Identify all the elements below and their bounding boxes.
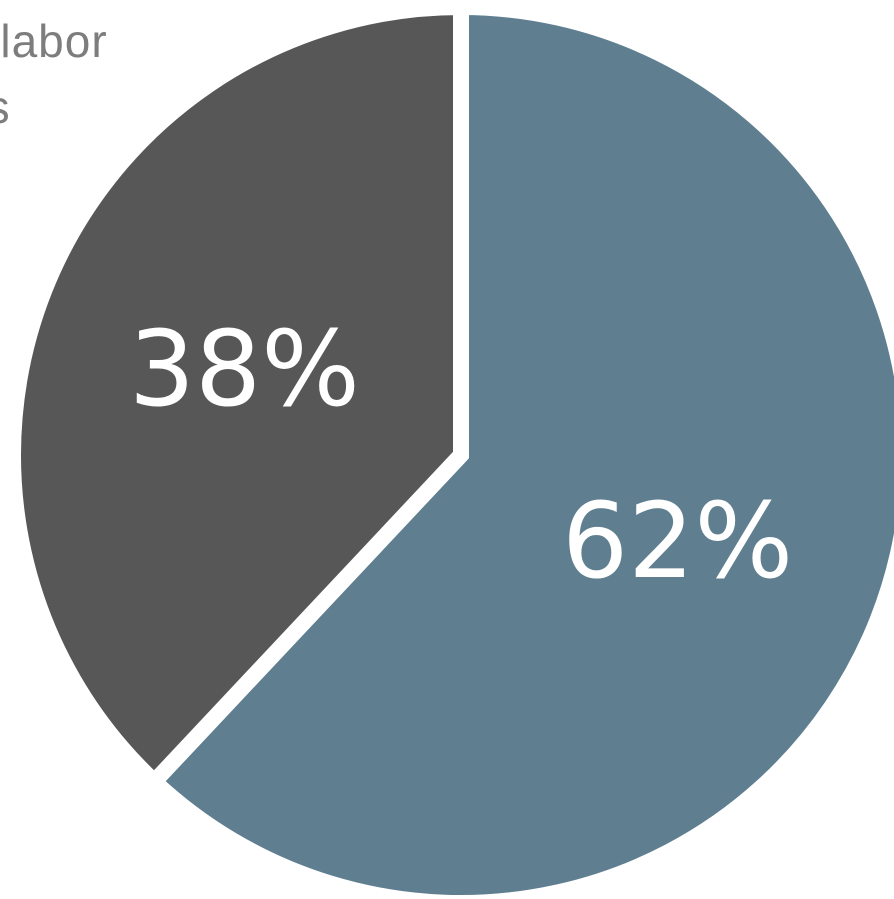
pie-slice-2 — [5, 0, 469, 793]
pie-slices — [5, 0, 894, 899]
pie-value-label-1: 62% — [562, 480, 793, 602]
annotation-line-1: e labor — [0, 15, 108, 67]
pie-value-labels: 62% 38% — [129, 308, 793, 602]
pie-value-label-2: 38% — [129, 308, 360, 430]
chart-annotation: e labor as — [0, 8, 108, 140]
annotation-line-2: as — [0, 74, 108, 140]
pie-slice-1 — [143, 0, 894, 899]
